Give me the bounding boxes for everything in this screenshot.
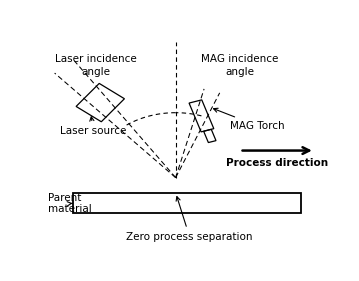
Text: Laser incidence
angle: Laser incidence angle <box>56 54 137 77</box>
Text: MAG Torch: MAG Torch <box>214 108 285 131</box>
Text: MAG incidence
angle: MAG incidence angle <box>201 54 278 77</box>
Text: Laser source: Laser source <box>60 117 127 136</box>
Text: Zero process separation: Zero process separation <box>126 197 253 242</box>
Text: Parent
material: Parent material <box>48 193 92 214</box>
Bar <box>73 193 301 213</box>
Text: Process direction: Process direction <box>226 158 328 168</box>
